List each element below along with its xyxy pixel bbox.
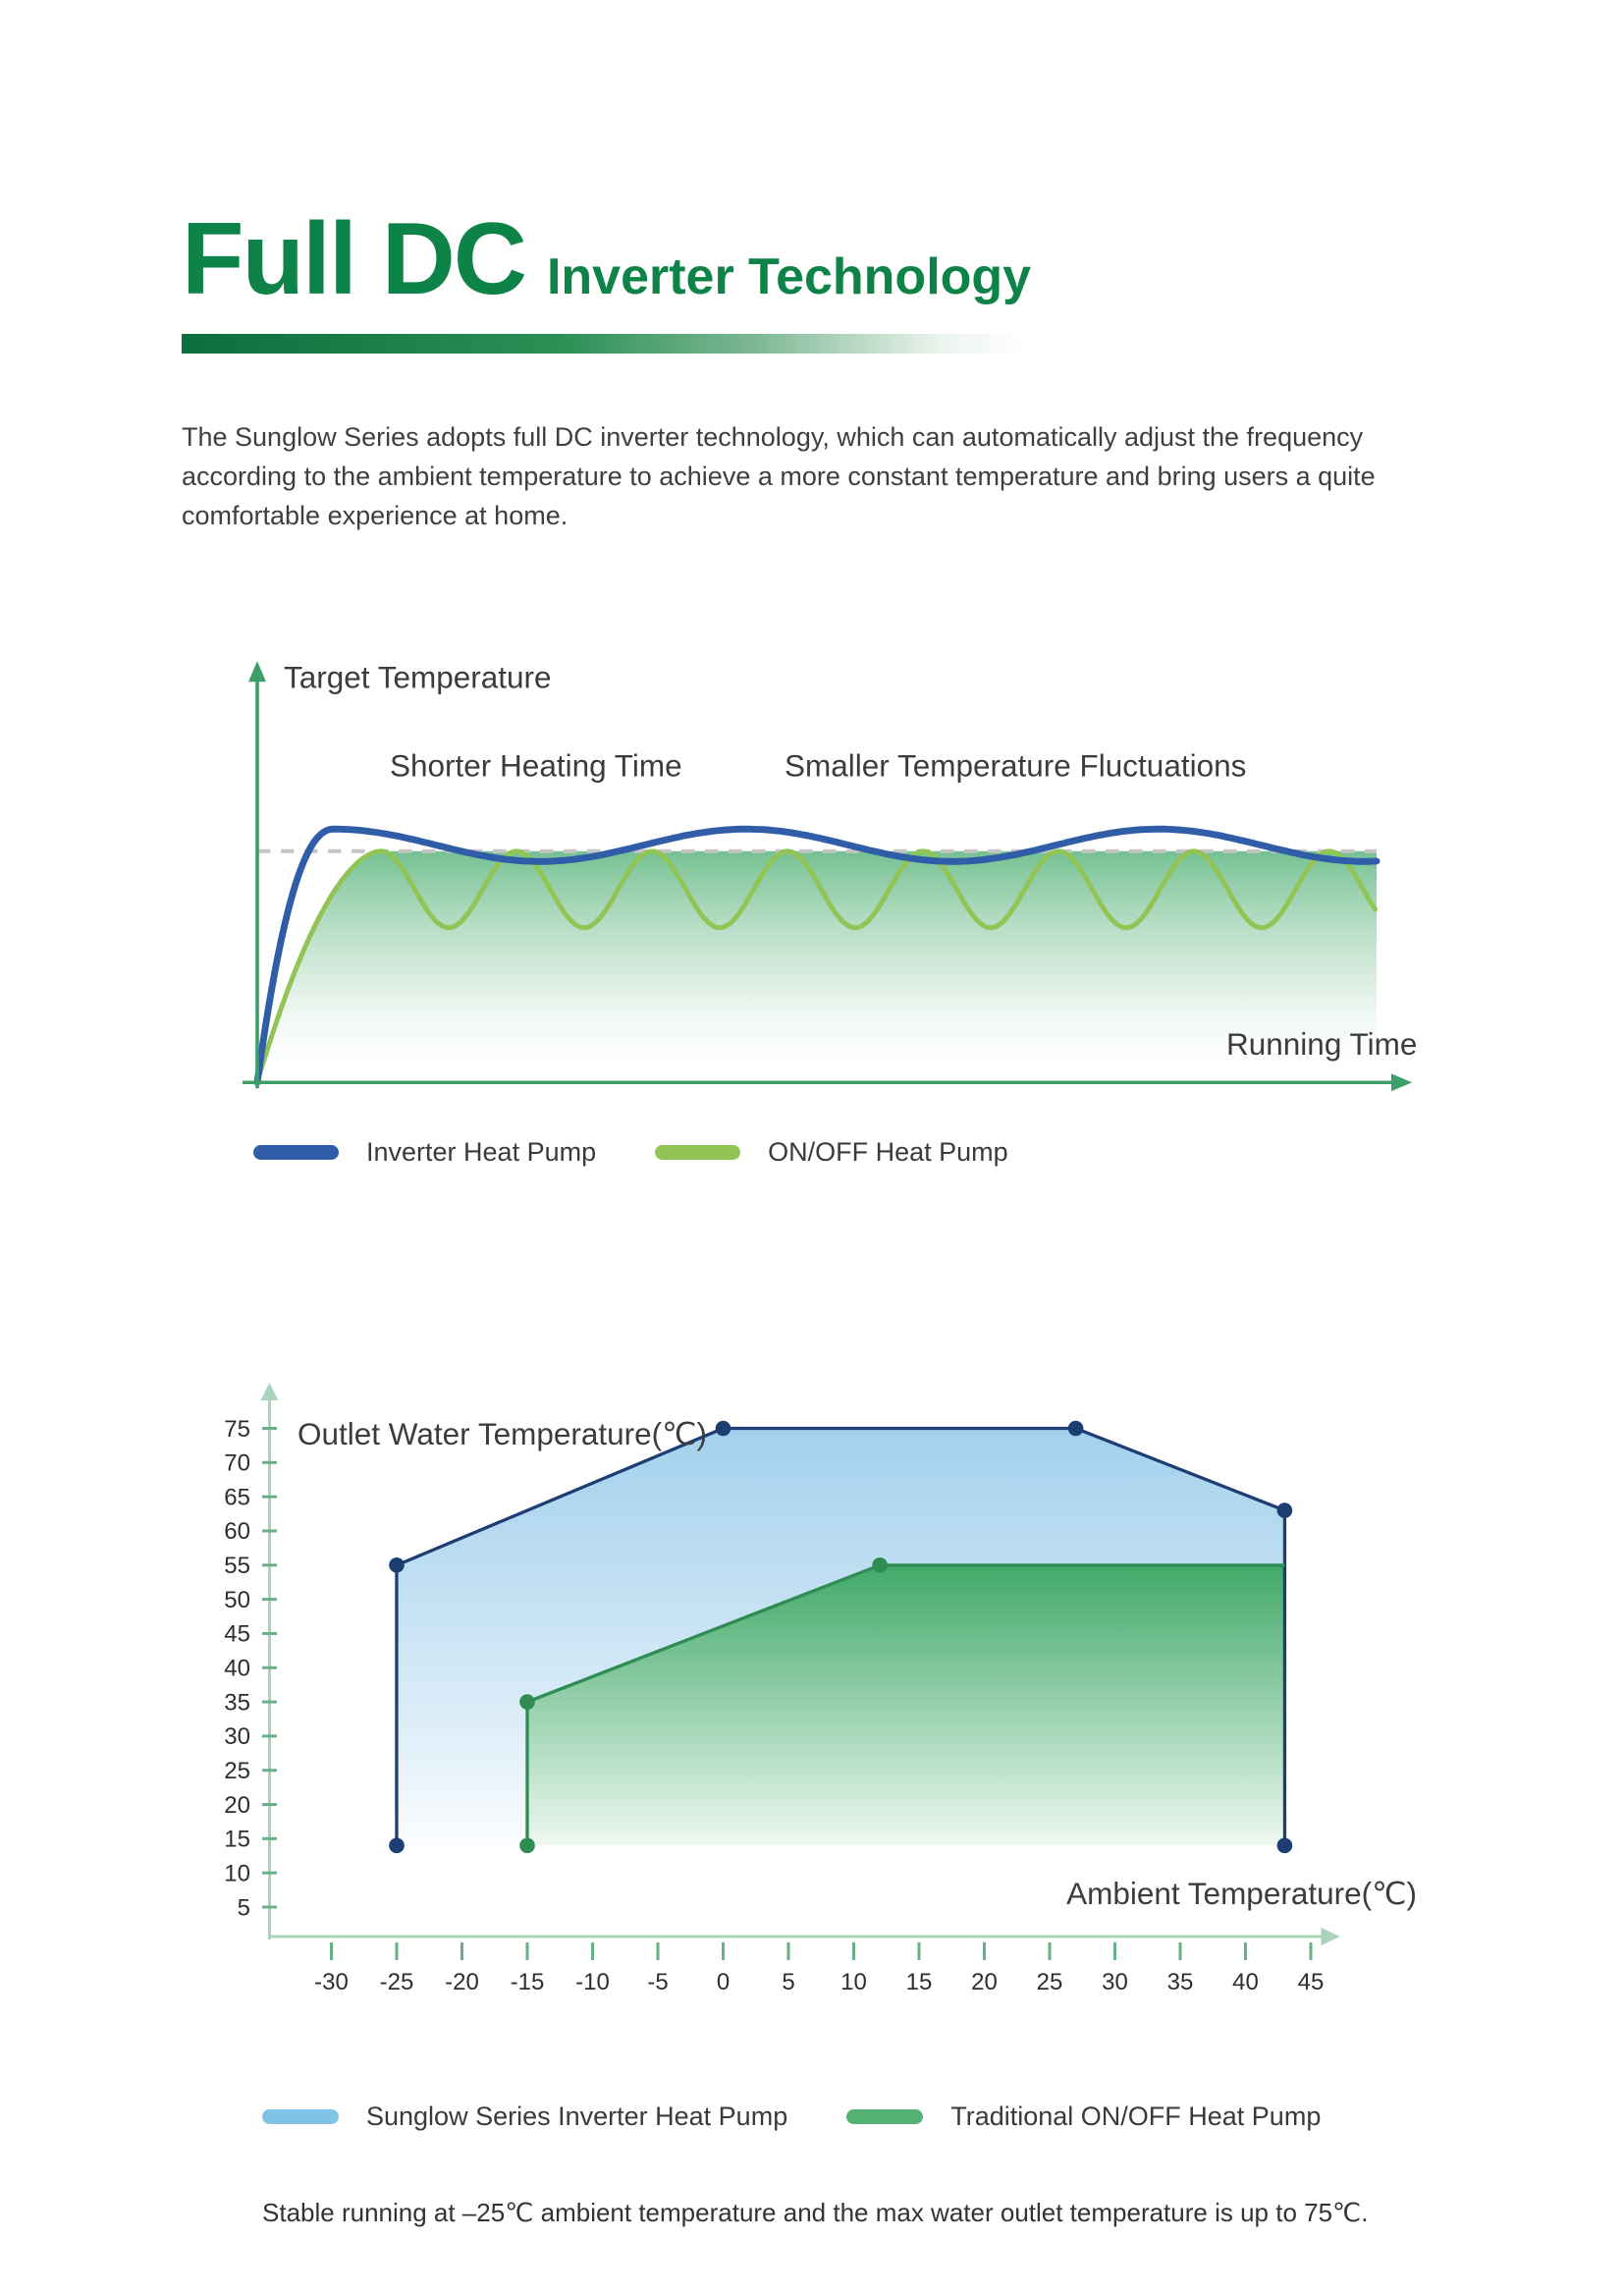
x-tick-label: 20 bbox=[971, 1969, 998, 1995]
y-tick-label: 45 bbox=[224, 1621, 250, 1648]
chart2-x-axis-label: Ambient Temperature(℃) bbox=[1066, 1876, 1417, 1911]
x-tick-label: 25 bbox=[1037, 1969, 1063, 1995]
y-tick-label: 30 bbox=[224, 1723, 250, 1750]
x-tick-label: 0 bbox=[717, 1969, 730, 1995]
chart1-y-axis-label: Target Temperature bbox=[284, 659, 552, 694]
x-tick-label: -25 bbox=[380, 1969, 414, 1995]
y-tick-label: 65 bbox=[224, 1484, 250, 1510]
x-tick-label: -10 bbox=[575, 1969, 610, 1995]
y-axis-arrow bbox=[248, 661, 266, 683]
x-tick-label: 35 bbox=[1167, 1969, 1194, 1995]
x-axis-arrow bbox=[1391, 1073, 1412, 1092]
x-tick-label: 5 bbox=[782, 1969, 794, 1995]
traditional-onoff-swatch bbox=[846, 2109, 924, 2124]
onoff-vertex-dot bbox=[872, 1557, 888, 1573]
x-tick-label: -20 bbox=[445, 1969, 479, 1995]
onoff-envelope-outline bbox=[525, 1563, 1285, 1846]
inverter-vertex-dot bbox=[389, 1557, 405, 1573]
inverter-vertex-dot bbox=[1067, 1420, 1084, 1437]
page-title-sub: Inverter Technology bbox=[546, 248, 1032, 305]
x-axis-arrow bbox=[1321, 1928, 1340, 1945]
chart2-y-axis-label: Outlet Water Temperature(℃) bbox=[298, 1416, 707, 1451]
x-tick-label: 30 bbox=[1102, 1969, 1128, 1995]
chart2-legend: Sunglow Series Inverter Heat Pump Tradit… bbox=[262, 2102, 1321, 2132]
onoff-heat-pump-swatch bbox=[655, 1145, 741, 1160]
traditional-onoff-label: Traditional ON/OFF Heat Pump bbox=[950, 2102, 1322, 2131]
stability-caption: Stable running at –25℃ ambient temperatu… bbox=[262, 2198, 1369, 2227]
inverter-vertex-dot bbox=[389, 1837, 405, 1854]
sunglow-inverter-label: Sunglow Series Inverter Heat Pump bbox=[366, 2102, 788, 2131]
x-tick-label: -15 bbox=[511, 1969, 545, 1995]
y-tick-label: 35 bbox=[224, 1689, 250, 1716]
legend-item-onoff-heat-pump: ON/OFF Heat Pump bbox=[655, 1137, 1008, 1168]
sunglow-inverter-swatch bbox=[262, 2109, 339, 2124]
page-title-main: Full DC bbox=[182, 202, 527, 316]
y-tick-label: 15 bbox=[224, 1827, 250, 1853]
y-tick-label: 10 bbox=[224, 1860, 250, 1886]
x-tick-label: -5 bbox=[647, 1969, 668, 1995]
chart1-annotation-smaller-fluctuations: Smaller Temperature Fluctuations bbox=[785, 747, 1246, 783]
y-tick-label: 25 bbox=[224, 1758, 250, 1784]
onoff-vertex-dot bbox=[519, 1837, 535, 1854]
y-axis-arrow bbox=[260, 1383, 279, 1400]
chart1-annotation-shorter-heating: Shorter Heating Time bbox=[390, 747, 682, 783]
inverter-heat-pump-swatch bbox=[253, 1145, 339, 1160]
y-tick-label: 55 bbox=[224, 1553, 250, 1579]
onoff-vertex-dot bbox=[519, 1694, 535, 1710]
heated-area-fill bbox=[257, 850, 1377, 1083]
inverter-heat-pump-label: Inverter Heat Pump bbox=[366, 1137, 597, 1167]
inverter-vertex-dot bbox=[1276, 1837, 1293, 1854]
chart1-x-axis-label: Running Time bbox=[1226, 1026, 1417, 1062]
inverter-vertex-dot bbox=[1276, 1502, 1293, 1518]
inverter-heat-pump-curve bbox=[253, 825, 1380, 1086]
page-title: Full DC Inverter Technology bbox=[182, 201, 1031, 318]
y-tick-label: 5 bbox=[238, 1894, 250, 1921]
title-underline-bar bbox=[182, 334, 1026, 354]
y-tick-label: 50 bbox=[224, 1587, 250, 1613]
legend-item-traditional-onoff: Traditional ON/OFF Heat Pump bbox=[846, 2102, 1321, 2132]
x-tick-label: 10 bbox=[840, 1969, 867, 1995]
x-tick-label: 15 bbox=[906, 1969, 933, 1995]
x-tick-label: -30 bbox=[314, 1969, 349, 1995]
x-tick-label: 45 bbox=[1298, 1969, 1325, 1995]
chart1-plot-area bbox=[243, 661, 1412, 1092]
y-tick-label: 75 bbox=[224, 1416, 250, 1443]
onoff-heat-pump-label: ON/OFF Heat Pump bbox=[768, 1137, 1008, 1167]
onoff-envelope-fill bbox=[527, 1564, 1285, 1846]
onoff-heat-pump-curve bbox=[254, 848, 1378, 1085]
intro-paragraph: The Sunglow Series adopts full DC invert… bbox=[182, 422, 1376, 530]
y-tick-label: 60 bbox=[224, 1518, 250, 1545]
legend-item-inverter-heat-pump: Inverter Heat Pump bbox=[253, 1137, 596, 1168]
x-tick-label: 40 bbox=[1232, 1969, 1259, 1995]
y-tick-label: 40 bbox=[224, 1656, 250, 1682]
inverter-vertex-dot bbox=[715, 1420, 731, 1437]
chart1-legend: Inverter Heat Pump ON/OFF Heat Pump bbox=[253, 1137, 1008, 1168]
legend-item-sunglow-inverter: Sunglow Series Inverter Heat Pump bbox=[262, 2102, 787, 2132]
constant-temperature-chart: Target Temperature Shorter Heating Time … bbox=[243, 659, 1417, 1092]
y-tick-label: 70 bbox=[224, 1450, 250, 1477]
y-tick-label: 20 bbox=[224, 1792, 250, 1819]
